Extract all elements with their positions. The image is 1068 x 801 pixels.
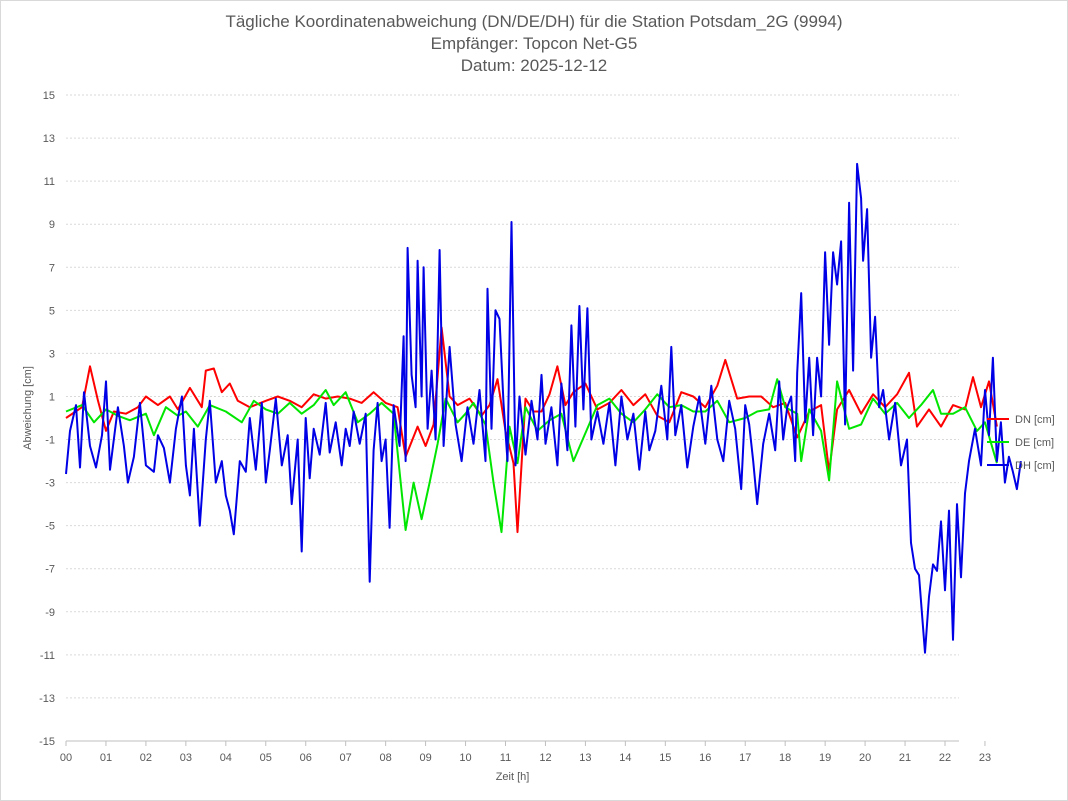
legend-label-dh: DH [cm] — [1015, 460, 1055, 472]
y-tick-label: 15 — [43, 90, 55, 102]
x-tick-label: 11 — [500, 752, 511, 764]
y-tick-label: 1 — [49, 391, 55, 403]
y-tick-label: -13 — [39, 693, 55, 705]
x-tick-label: 23 — [979, 752, 991, 764]
chart-subtitle: Empfänger: Topcon Net-G5 — [430, 34, 638, 53]
x-tick-label: 01 — [100, 752, 112, 764]
y-tick-label: 9 — [49, 219, 55, 231]
title-block: Tägliche Koordinatenabweichung (DN/DE/DH… — [1, 11, 1067, 77]
y-tick-label: -3 — [45, 478, 55, 490]
y-tick-label: -11 — [40, 650, 55, 662]
x-tick-label: 16 — [699, 752, 711, 764]
chart-title: Tägliche Koordinatenabweichung (DN/DE/DH… — [225, 12, 843, 31]
x-tick-label: 12 — [539, 752, 551, 764]
legend-label-de: DE [cm] — [1015, 437, 1054, 449]
x-tick-label: 06 — [300, 752, 312, 764]
x-axis-title: Zeit [h] — [496, 771, 530, 783]
legend-label-dn: DN [cm] — [1015, 414, 1055, 426]
y-tick-label: 11 — [44, 176, 55, 188]
y-tick-label: 3 — [49, 348, 55, 360]
x-tick-label: 09 — [419, 752, 431, 764]
y-tick-label: 5 — [49, 305, 55, 317]
x-tick-label: 14 — [619, 752, 631, 764]
x-tick-label: 07 — [340, 752, 352, 764]
x-tick-label: 17 — [739, 752, 751, 764]
y-tick-label: -7 — [45, 564, 55, 576]
x-tick-label: 15 — [659, 752, 671, 764]
chart-date: Datum: 2025-12-12 — [460, 56, 608, 75]
x-tick-label: 03 — [180, 752, 192, 764]
y-tick-label: -5 — [45, 521, 55, 533]
x-tick-label: 20 — [859, 752, 871, 764]
x-tick-label: 22 — [939, 752, 951, 764]
y-tick-label: -1 — [45, 435, 55, 447]
x-tick-label: 00 — [60, 752, 72, 764]
x-tick-label: 13 — [579, 752, 591, 764]
y-axis-title: Abweichung [cm] — [22, 366, 34, 450]
series-line-dh — [65, 162, 1022, 654]
x-tick-label: 04 — [220, 752, 232, 764]
x-tick-label: 05 — [260, 752, 272, 764]
y-tick-label: 7 — [49, 262, 55, 274]
y-tick-label: -15 — [39, 736, 55, 748]
x-tick-label: 18 — [779, 752, 791, 764]
x-tick-label: 02 — [140, 752, 152, 764]
y-tick-label: 13 — [43, 133, 55, 145]
y-tick-label: -9 — [45, 607, 55, 619]
x-tick-label: 21 — [899, 752, 911, 764]
x-tick-label: 19 — [819, 752, 831, 764]
x-tick-label: 10 — [459, 752, 471, 764]
x-tick-label: 08 — [380, 752, 392, 764]
series-line-dn — [65, 326, 998, 534]
series-line-de — [65, 378, 998, 534]
